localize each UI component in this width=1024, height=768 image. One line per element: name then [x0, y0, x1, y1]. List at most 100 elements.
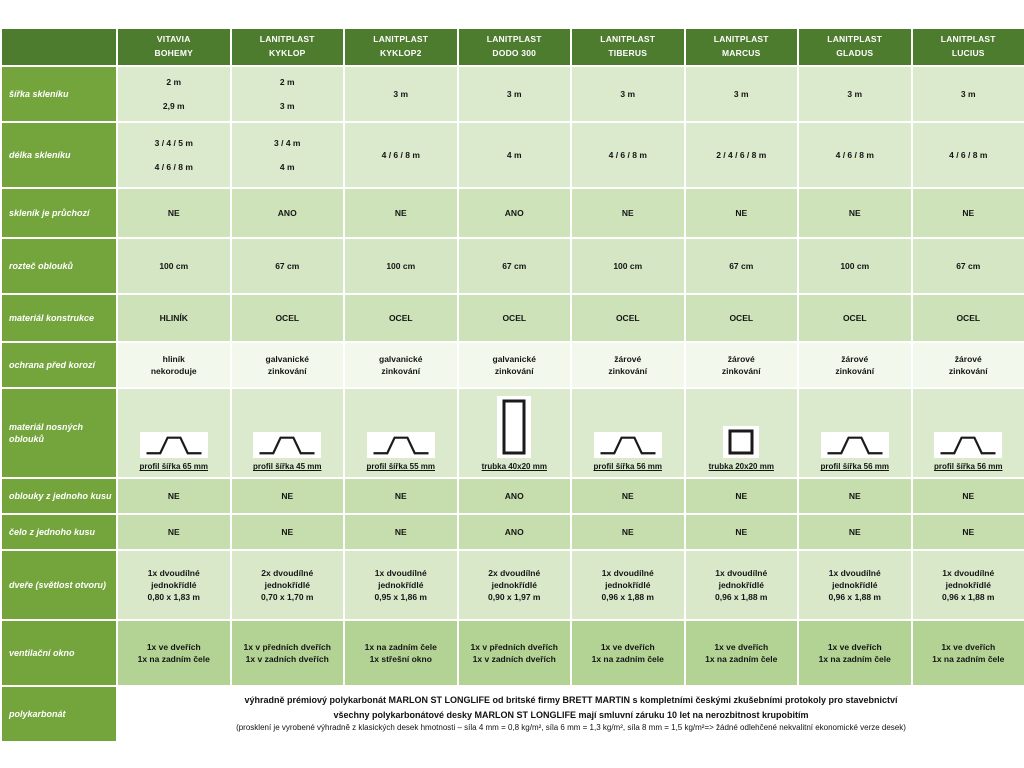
row-front-one-piece: čelo z jednoho kusu NE NE NE ANO NE NE N…: [0, 513, 1024, 551]
cell: 100 cm: [116, 237, 232, 295]
profile-hat-icon: [366, 432, 435, 459]
brand: LANITPLAST: [713, 34, 769, 45]
tube-square-icon: [723, 426, 760, 459]
row-arch-spacing: rozteč oblouků 100 cm 67 cm 100 cm 67 cm…: [0, 237, 1024, 295]
row-label: dveře (světlost otvoru): [0, 549, 118, 621]
brand: LANITPLAST: [373, 34, 429, 45]
shape-caption: profil šířka 65 mm: [139, 462, 208, 472]
shape-caption: profil šířka 56 mm: [820, 462, 889, 472]
cell: trubka 20x20 mm: [683, 387, 799, 479]
header-lanitplast-lucius: LANITPLAST LUCIUS: [910, 27, 1024, 67]
cell: 1x v předních dveřích 1x v zadních dveří…: [229, 619, 345, 687]
shape-caption: trubka 20x20 mm: [708, 462, 774, 472]
cell: 67 cm: [683, 237, 799, 295]
row-label: skleník je průchozí: [0, 187, 118, 239]
row-label: šířka skleníku: [0, 65, 118, 123]
cell: OCEL: [797, 293, 913, 343]
cell: žárové zinkování: [683, 341, 799, 389]
poly-line1: výhradně prémiový polykarbonát MARLON ST…: [244, 695, 898, 706]
row-label: délka skleníku: [0, 121, 118, 189]
cell: NE: [910, 187, 1024, 239]
brand: VITAVIA: [156, 34, 191, 45]
cell: 4 / 6 / 8 m: [570, 121, 686, 189]
cell: 2 / 4 / 6 / 8 m: [683, 121, 799, 189]
cell: NE: [116, 513, 232, 551]
cell: profil šířka 56 mm: [797, 387, 913, 479]
cell: 100 cm: [570, 237, 686, 295]
profile-hat-icon: [934, 432, 1003, 459]
cell: 3 / 4 m 4 m: [229, 121, 345, 189]
model: BOHEMY: [154, 48, 193, 58]
shape-caption: trubka 40x20 mm: [481, 462, 547, 472]
model: KYKLOP2: [379, 48, 422, 58]
row-walkthrough: skleník je průchozí NE ANO NE ANO NE NE …: [0, 187, 1024, 239]
cell: 1x ve dveřích 1x na zadním čele: [570, 619, 686, 687]
row-construction-material: materiál konstrukce HLINÍK OCEL OCEL OCE…: [0, 293, 1024, 343]
row-label: čelo z jednoho kusu: [0, 513, 118, 551]
cell: NE: [570, 187, 686, 239]
cell: 1x dvoudílné jednokřídlé 0,96 x 1,88 m: [683, 549, 799, 621]
cell: galvanické zinkování: [343, 341, 459, 389]
row-label: rozteč oblouků: [0, 237, 118, 295]
cell: profil šířka 56 mm: [910, 387, 1024, 479]
cell: NE: [570, 513, 686, 551]
row-label: polykarbonát: [0, 685, 118, 743]
poly-line2: všechny polykarbonátové desky MARLON ST …: [333, 709, 809, 720]
cell: 1x ve dveřích 1x na zadním čele: [683, 619, 799, 687]
cell: NE: [343, 513, 459, 551]
shape-caption: profil šířka 45 mm: [253, 462, 322, 472]
cell: trubka 40x20 mm: [456, 387, 572, 479]
cell: 1x na zadním čele 1x střešní okno: [343, 619, 459, 687]
cell: 67 cm: [456, 237, 572, 295]
model: DODO 300: [492, 48, 537, 58]
cell: NE: [683, 477, 799, 515]
cell: 2x dvoudílné jednokřídlé 0,90 x 1,97 m: [456, 549, 572, 621]
header-lanitplast-gladus: LANITPLAST GLADUS: [797, 27, 913, 67]
model: KYKLOP: [268, 48, 306, 58]
page: VITAVIA BOHEMY LANITPLAST KYKLOP LANITPLAS…: [0, 27, 1024, 743]
profile-hat-icon: [253, 432, 322, 459]
cell: NE: [570, 477, 686, 515]
cell: ANO: [456, 477, 572, 515]
cell: NE: [116, 477, 232, 515]
cell: žárové zinkování: [570, 341, 686, 389]
cell: 3 m: [910, 65, 1024, 123]
brand: LANITPLAST: [600, 34, 656, 45]
cell: 3 m: [456, 65, 572, 123]
model: GLADUS: [836, 48, 874, 58]
cell: NE: [910, 513, 1024, 551]
poly-line3: (prosklení je vyrobené výhradně z klasic…: [236, 722, 906, 732]
row-doors: dveře (světlost otvoru) 1x dvoudílné jed…: [0, 549, 1024, 621]
cell: žárové zinkování: [797, 341, 913, 389]
cell: NE: [343, 477, 459, 515]
header-lanitplast-kyklop2: LANITPLAST KYKLOP2: [343, 27, 459, 67]
greenhouse-comparison-table: VITAVIA BOHEMY LANITPLAST KYKLOP LANITPLAS…: [0, 27, 1024, 743]
cell: 3 m: [343, 65, 459, 123]
header-lanitplast-tiberus: LANITPLAST TIBERUS: [570, 27, 686, 67]
cell: 3 / 4 / 5 m 4 / 6 / 8 m: [116, 121, 232, 189]
cell: 4 / 6 / 8 m: [910, 121, 1024, 189]
cell: 4 / 6 / 8 m: [343, 121, 459, 189]
cell: 3 m: [683, 65, 799, 123]
cell: 1x dvoudílné jednokřídlé 0,80 x 1,83 m: [116, 549, 232, 621]
model: TIBERUS: [608, 48, 648, 58]
cell: OCEL: [683, 293, 799, 343]
cell: NE: [683, 187, 799, 239]
cell: 100 cm: [343, 237, 459, 295]
brand: LANITPLAST: [827, 34, 883, 45]
cell: 4 / 6 / 8 m: [797, 121, 913, 189]
tube-rect-icon: [497, 396, 532, 459]
cell: 3 m: [797, 65, 913, 123]
cell: 1x dvoudílné jednokřídlé 0,96 x 1,88 m: [910, 549, 1024, 621]
cell: 1x ve dveřích 1x na zadním čele: [797, 619, 913, 687]
cell: NE: [229, 477, 345, 515]
cell: 1x ve dveřích 1x na zadním čele: [910, 619, 1024, 687]
row-length: délka skleníku 3 / 4 / 5 m 4 / 6 / 8 m 3…: [0, 121, 1024, 189]
cell: profil šířka 55 mm: [343, 387, 459, 479]
cell: hliník nekoroduje: [116, 341, 232, 389]
model: LUCIUS: [951, 48, 985, 58]
row-arch-profile: materiál nosných oblouků profil šířka 65…: [0, 387, 1024, 479]
cell: NE: [797, 513, 913, 551]
header-vitavia-bohemy: VITAVIA BOHEMY: [116, 27, 232, 67]
shape-caption: profil šířka 55 mm: [366, 462, 435, 472]
